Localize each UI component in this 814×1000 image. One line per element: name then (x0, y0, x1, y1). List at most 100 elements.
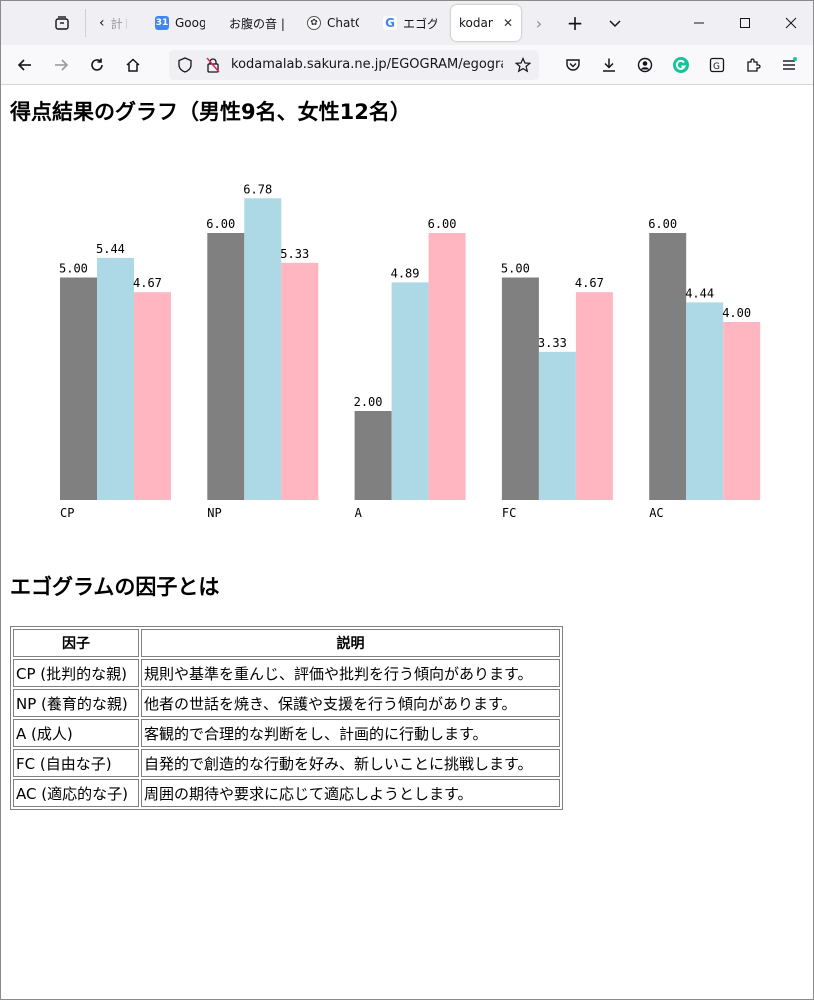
chatgpt-icon: ✿ (307, 16, 321, 30)
description-cell: 自発的で創造的な行動を好み、新しいことに挑戦します。 (141, 749, 560, 777)
bar-FC-series-3 (575, 292, 613, 500)
insecure-lock-icon[interactable] (199, 51, 227, 79)
bar-value-label: 4.00 (722, 306, 751, 320)
shield-icon[interactable] (171, 51, 199, 79)
bar-value-label: 4.67 (575, 276, 604, 290)
category-label-AC: AC (649, 506, 663, 520)
tab-title: kodama (459, 16, 493, 30)
table-row: NP (養育的な親) 他者の世話を焼き、保護や支援を行う傾向があります。 (13, 689, 560, 717)
bar-CP-series-1 (60, 277, 97, 500)
home-icon[interactable] (119, 51, 147, 79)
bar-NP-series-2 (244, 198, 282, 500)
account-icon[interactable] (631, 51, 659, 79)
tab-item[interactable]: お腹の音 | (221, 5, 293, 41)
bar-CP-series-2 (97, 257, 134, 500)
url-text: kodamalab.sakura.ne.jp/EGOGRAM/egogram (231, 57, 503, 72)
bar-value-label: 4.67 (133, 276, 162, 290)
bar-A-series-1 (354, 411, 392, 500)
bar-value-label: 5.00 (59, 262, 88, 276)
description-cell: 客観的で合理的な判断をし、計画的に行動します。 (141, 719, 560, 747)
bar-A-series-2 (391, 282, 429, 500)
google-calendar-icon: 31 (155, 16, 169, 30)
back-arrow-icon[interactable] (11, 51, 39, 79)
bar-AC-series-2 (686, 302, 724, 500)
tab-item[interactable]: ‹ 計ト (91, 5, 135, 41)
svg-text:G: G (713, 62, 720, 72)
table-row: FC (自由な子) 自発的で創造的な行動を好み、新しいことに挑戦します。 (13, 749, 560, 777)
bar-FC-series-2 (538, 351, 576, 500)
table-header-description: 説明 (141, 629, 560, 657)
tab-title: Google (175, 16, 205, 30)
factor-cell: FC (自由な子) (13, 749, 139, 777)
bar-value-label: 6.00 (206, 217, 235, 231)
table-row: CP (批判的な親) 規則や基準を重んじ、評価や批判を行う傾向があります。 (13, 659, 560, 687)
table-header-factor: 因子 (13, 629, 139, 657)
category-label-NP: NP (207, 506, 221, 520)
tab-back-chevron-icon: ‹ (99, 15, 105, 31)
category-label-FC: FC (502, 506, 516, 520)
bookmark-star-icon[interactable] (509, 51, 537, 79)
bar-value-label: 5.33 (280, 247, 309, 261)
tab-list-icon[interactable] (48, 9, 76, 37)
bar-value-label: 2.00 (354, 395, 383, 409)
app-menu-hamburger-icon[interactable] (775, 51, 803, 79)
bar-value-label: 6.78 (243, 182, 272, 196)
factor-cell: A (成人) (13, 719, 139, 747)
bar-CP-series-3 (134, 292, 171, 500)
bar-NP-series-1 (207, 233, 245, 500)
bar-value-label: 4.44 (685, 286, 714, 300)
table-heading: エゴグラムの因子とは (10, 575, 220, 599)
page-content: 得点結果のグラフ（男性9名、女性12名） 5.00 5.44 4.67 CP 6.00 6… (1, 86, 813, 999)
bar-value-label: 3.33 (538, 336, 567, 350)
category-label-A: A (355, 506, 363, 520)
tab-title: 計ト (110, 16, 127, 31)
bar-value-label: 5.00 (501, 262, 530, 276)
list-all-tabs-chevron-down-icon[interactable] (601, 9, 629, 37)
grammarly-extension-icon[interactable] (667, 51, 695, 79)
factor-cell: NP (養育的な親) (13, 689, 139, 717)
egogram-bar-chart: 5.00 5.44 4.67 CP 6.00 6.78 5.33 NP 2.00 4.89 6.00… (59, 182, 761, 520)
navigation-toolbar: kodamalab.sakura.ne.jp/EGOGRAM/egogram G (1, 45, 813, 85)
bar-value-label: 5.44 (96, 242, 125, 256)
minimize-window-icon[interactable] (685, 9, 713, 37)
new-tab-icon[interactable]: + (566, 11, 584, 35)
factors-table: 因子 説明 CP (批判的な親) 規則や基準を重んじ、評価や批判を行う傾向があり… (10, 626, 563, 810)
forward-arrow-icon[interactable] (47, 51, 75, 79)
close-tab-icon[interactable]: ✕ (502, 16, 513, 30)
table-row: AC (適応的な子) 周囲の期待や要求に応じて適応しようとします。 (13, 779, 560, 807)
bar-value-label: 4.89 (391, 266, 420, 280)
description-cell: 他者の世話を焼き、保護や支援を行う傾向があります。 (141, 689, 560, 717)
google-icon: G (383, 16, 397, 30)
tab-item[interactable]: 31 Google (147, 5, 213, 41)
tab-item[interactable]: G エゴグラム (375, 5, 445, 41)
pocket-icon[interactable] (559, 51, 587, 79)
bar-AC-series-3 (723, 322, 761, 500)
bar-value-label: 6.00 (428, 217, 457, 231)
tab-title: お腹の音 | (229, 16, 285, 31)
factor-cell: AC (適応的な子) (13, 779, 139, 807)
chart-heading: 得点結果のグラフ（男性9名、女性12名） (10, 100, 411, 124)
bar-FC-series-1 (501, 277, 539, 500)
bar-AC-series-1 (649, 233, 687, 500)
extensions-puzzle-icon[interactable] (739, 51, 767, 79)
factor-cell: CP (批判的な親) (13, 659, 139, 687)
table-row: A (成人) 客観的で合理的な判断をし、計画的に行動します。 (13, 719, 560, 747)
maximize-window-icon[interactable] (731, 9, 759, 37)
description-cell: 周囲の期待や要求に応じて適応しようとします。 (141, 779, 560, 807)
tab-title: ChatGPT (327, 16, 359, 30)
tab-item-active[interactable]: kodama ✕ (451, 5, 521, 41)
bar-NP-series-3 (281, 262, 319, 500)
tab-title: エゴグラム (403, 16, 437, 31)
translate-extension-icon[interactable]: G (703, 51, 731, 79)
reload-icon[interactable] (83, 51, 111, 79)
tab-separator (85, 9, 86, 37)
bar-A-series-3 (428, 233, 466, 500)
download-icon[interactable] (595, 51, 623, 79)
table-header-row: 因子 説明 (13, 629, 560, 657)
category-label-CP: CP (60, 506, 74, 520)
bar-value-label: 6.00 (648, 217, 677, 231)
close-window-icon[interactable] (777, 9, 805, 37)
tab-item[interactable]: ✿ ChatGPT (299, 5, 367, 41)
scroll-tabs-right-icon[interactable]: › (535, 13, 543, 33)
url-bar[interactable]: kodamalab.sakura.ne.jp/EGOGRAM/egogram (169, 50, 539, 80)
